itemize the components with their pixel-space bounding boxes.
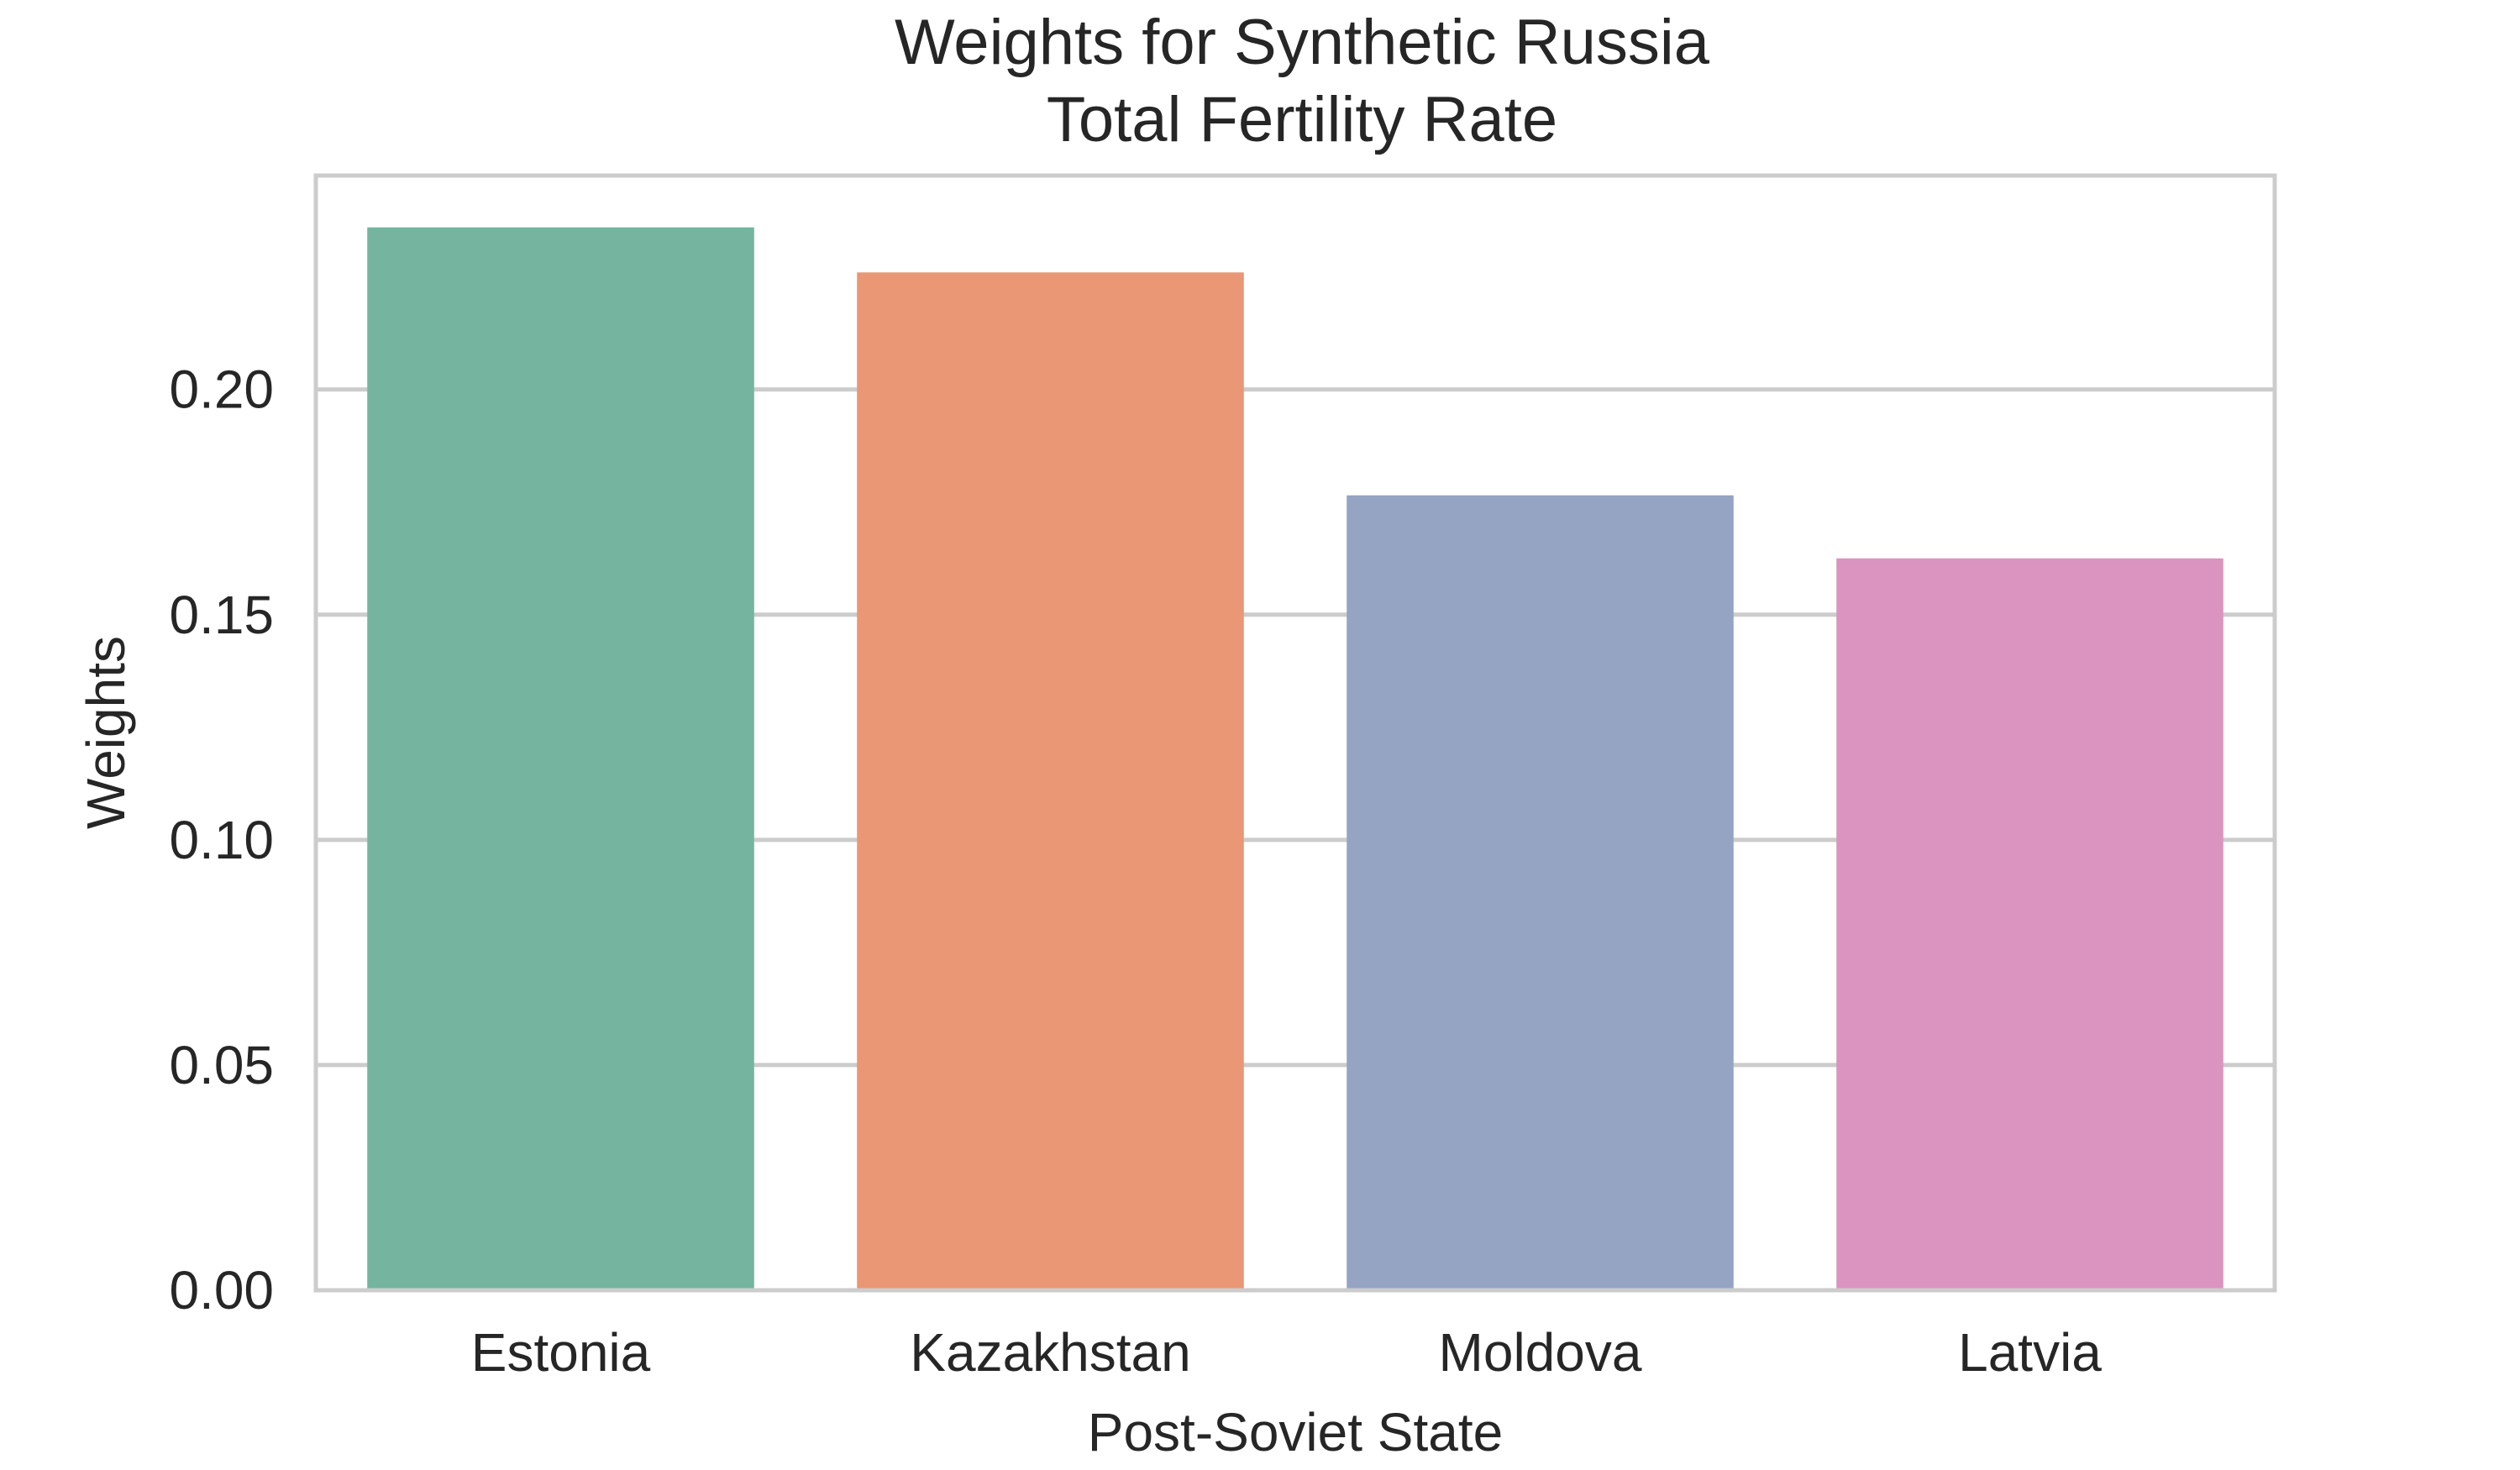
- y-tick-label: 0.05: [169, 1035, 274, 1095]
- bars: [367, 227, 2223, 1291]
- x-tick-label-estonia: Estonia: [471, 1322, 651, 1383]
- bar-estonia: [367, 227, 754, 1291]
- y-axis-label: Weights: [76, 636, 136, 829]
- y-tick-label: 0.00: [169, 1260, 274, 1320]
- x-tick-label-moldova: Moldova: [1439, 1322, 1642, 1383]
- x-axis-label: Post-Soviet State: [1088, 1402, 1503, 1462]
- chart-title-line-2: Total Fertility Rate: [1047, 84, 1557, 155]
- y-tick-label: 0.10: [169, 810, 274, 870]
- x-tick-label-kazakhstan: Kazakhstan: [910, 1322, 1190, 1383]
- bar-kazakhstan: [857, 272, 1244, 1290]
- plot-frame: [313, 173, 2277, 1293]
- bar-moldova: [1347, 495, 1734, 1290]
- y-tick-label: 0.15: [169, 585, 274, 645]
- bar-latvia: [1836, 558, 2223, 1290]
- chart-title-line-1: Weights for Synthetic Russia: [895, 7, 1710, 78]
- x-tick-label-latvia: Latvia: [1958, 1322, 2102, 1383]
- y-tick-labels: 0.00 0.05 0.10 0.15 0.20: [169, 360, 274, 1320]
- x-tick-labels: Estonia Kazakhstan Moldova Latvia: [471, 1322, 2103, 1383]
- y-tick-label: 0.20: [169, 360, 274, 420]
